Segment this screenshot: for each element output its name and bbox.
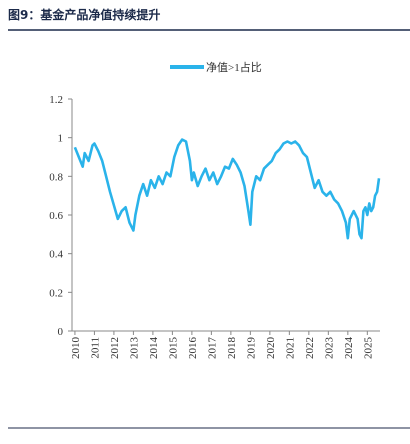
y-tick-label: 0.4 [49,249,63,261]
x-tick-label: 2018 [226,337,238,360]
chart-title: 图9：基金产品净值持续提升 [8,7,160,22]
y-tick-label: 0.6 [49,210,63,222]
x-tick-label: 2021 [284,337,296,359]
x-tick-label: 2010 [70,337,82,360]
legend-label: 净值>1占比 [206,60,262,74]
x-tick-label: 2017 [206,337,218,360]
y-tick-label: 0.2 [49,287,63,299]
y-tick-label: 1 [58,133,64,145]
x-tick-label: 2025 [362,337,374,360]
y-tick-label: 0.8 [49,171,63,183]
x-tick-label: 2015 [167,337,179,360]
x-tick-label: 2023 [323,337,335,360]
x-tick-label: 2022 [304,337,316,359]
x-tick-label: 2024 [343,337,355,360]
x-tick-label: 2019 [245,337,257,360]
x-tick-label: 2016 [187,337,199,360]
x-tick-label: 2011 [89,337,101,359]
x-tick-label: 2014 [148,337,160,360]
x-tick-label: 2020 [265,337,277,360]
line [73,138,381,240]
y-tick-label: 1.2 [49,94,63,106]
y-tick-label: 0 [58,326,64,338]
x-tick-label: 2013 [128,337,140,360]
x-tick-label: 2012 [109,337,121,359]
